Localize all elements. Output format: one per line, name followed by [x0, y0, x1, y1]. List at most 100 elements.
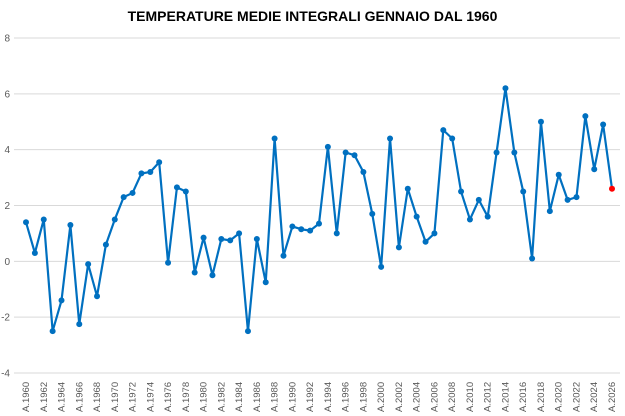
data-point — [85, 261, 92, 268]
data-point — [111, 216, 118, 223]
x-tick-label: A.1984 — [234, 382, 245, 412]
data-point — [147, 169, 154, 175]
x-tick-label: A.1986 — [252, 382, 263, 412]
x-tick-label: A.2008 — [447, 382, 458, 412]
chart-title: TEMPERATURE MEDIE INTEGRALI GENNAIO DAL … — [127, 8, 498, 24]
x-tick-label: A.2026 — [607, 382, 618, 412]
data-point — [351, 152, 358, 159]
data-point — [564, 196, 571, 203]
data-point — [94, 293, 101, 300]
data-point — [49, 328, 56, 335]
x-tick-label: A.2024 — [589, 382, 600, 412]
data-point — [600, 121, 607, 128]
x-tick-label: A.1968 — [92, 382, 103, 412]
data-point — [200, 234, 207, 241]
data-point — [262, 279, 269, 286]
data-point — [511, 149, 518, 156]
x-tick-label: A.1976 — [163, 382, 174, 412]
data-point — [253, 236, 260, 242]
data-point — [31, 249, 38, 256]
x-tick-label: A.1974 — [145, 382, 156, 412]
data-point — [360, 169, 367, 175]
x-tick-label: A.1998 — [358, 382, 369, 412]
data-point — [484, 213, 491, 220]
data-point — [440, 127, 447, 134]
x-tick-label: A.2014 — [500, 382, 511, 412]
x-tick-label: A.1964 — [57, 382, 68, 412]
y-tick-label: 2 — [4, 201, 10, 212]
x-tick-label: A.1996 — [341, 382, 352, 412]
x-tick-label: A.2022 — [571, 382, 582, 412]
x-tick-label: A.1972 — [128, 382, 139, 412]
data-point — [227, 237, 234, 244]
data-point — [76, 321, 83, 328]
data-point — [546, 208, 553, 215]
x-tick-label: A.2006 — [429, 382, 440, 412]
data-point — [138, 170, 145, 177]
data-point — [422, 238, 429, 245]
data-point — [395, 244, 402, 251]
y-tick-label: 0 — [4, 257, 10, 268]
data-point — [582, 113, 589, 120]
data-point — [369, 210, 376, 217]
data-point — [431, 230, 438, 237]
x-tick-label: A.2002 — [394, 382, 405, 412]
x-tick-label: A.1992 — [305, 382, 316, 412]
x-tick-label: A.2018 — [536, 382, 547, 412]
data-point — [40, 216, 47, 223]
data-point — [218, 236, 225, 242]
data-point — [316, 220, 322, 227]
data-point — [555, 171, 562, 178]
data-point — [324, 143, 331, 150]
data-point — [458, 188, 465, 195]
data-point — [573, 194, 580, 201]
y-tick-label: 6 — [4, 89, 10, 100]
data-point — [165, 259, 172, 266]
data-point — [156, 159, 163, 166]
data-point — [271, 135, 278, 142]
x-tick-label: A.1966 — [74, 382, 85, 412]
data-point — [537, 118, 544, 125]
x-tick-label: A.2012 — [483, 382, 494, 412]
data-point — [120, 194, 127, 201]
data-point — [23, 219, 29, 226]
x-tick-label: A.1960 — [21, 382, 32, 412]
y-tick-label: -4 — [1, 369, 10, 380]
data-point — [466, 216, 473, 223]
x-tick-label: A.1980 — [199, 382, 210, 412]
data-point — [307, 227, 314, 234]
data-point — [129, 189, 136, 196]
x-tick-label: A.1990 — [287, 382, 298, 412]
data-point — [493, 149, 500, 156]
x-tick-label: A.1970 — [110, 382, 121, 412]
data-point — [298, 226, 305, 233]
x-tick-label: A.1982 — [216, 382, 227, 412]
x-tick-label: A.2010 — [465, 382, 476, 412]
data-point — [280, 252, 287, 259]
series-line — [24, 87, 614, 333]
data-point — [173, 184, 180, 191]
x-tick-label: A.2004 — [412, 382, 423, 412]
x-tick-label: A.1988 — [270, 382, 281, 412]
data-point — [387, 135, 394, 142]
y-tick-label: 4 — [4, 145, 10, 156]
data-point — [289, 223, 296, 230]
x-tick-label: A.1978 — [181, 382, 192, 412]
x-tick-label: A.1962 — [39, 382, 50, 412]
data-point — [529, 255, 536, 262]
data-point — [449, 135, 456, 142]
data-point — [520, 188, 527, 195]
data-point — [236, 230, 243, 237]
y-tick-label: 8 — [4, 34, 10, 45]
data-point — [342, 149, 349, 156]
data-point — [413, 213, 420, 220]
data-point — [475, 196, 482, 203]
data-point — [333, 230, 340, 237]
data-point — [191, 269, 198, 276]
y-tick-label: -2 — [1, 313, 10, 324]
data-point — [58, 297, 65, 304]
data-point — [209, 272, 216, 279]
data-point — [591, 166, 598, 173]
